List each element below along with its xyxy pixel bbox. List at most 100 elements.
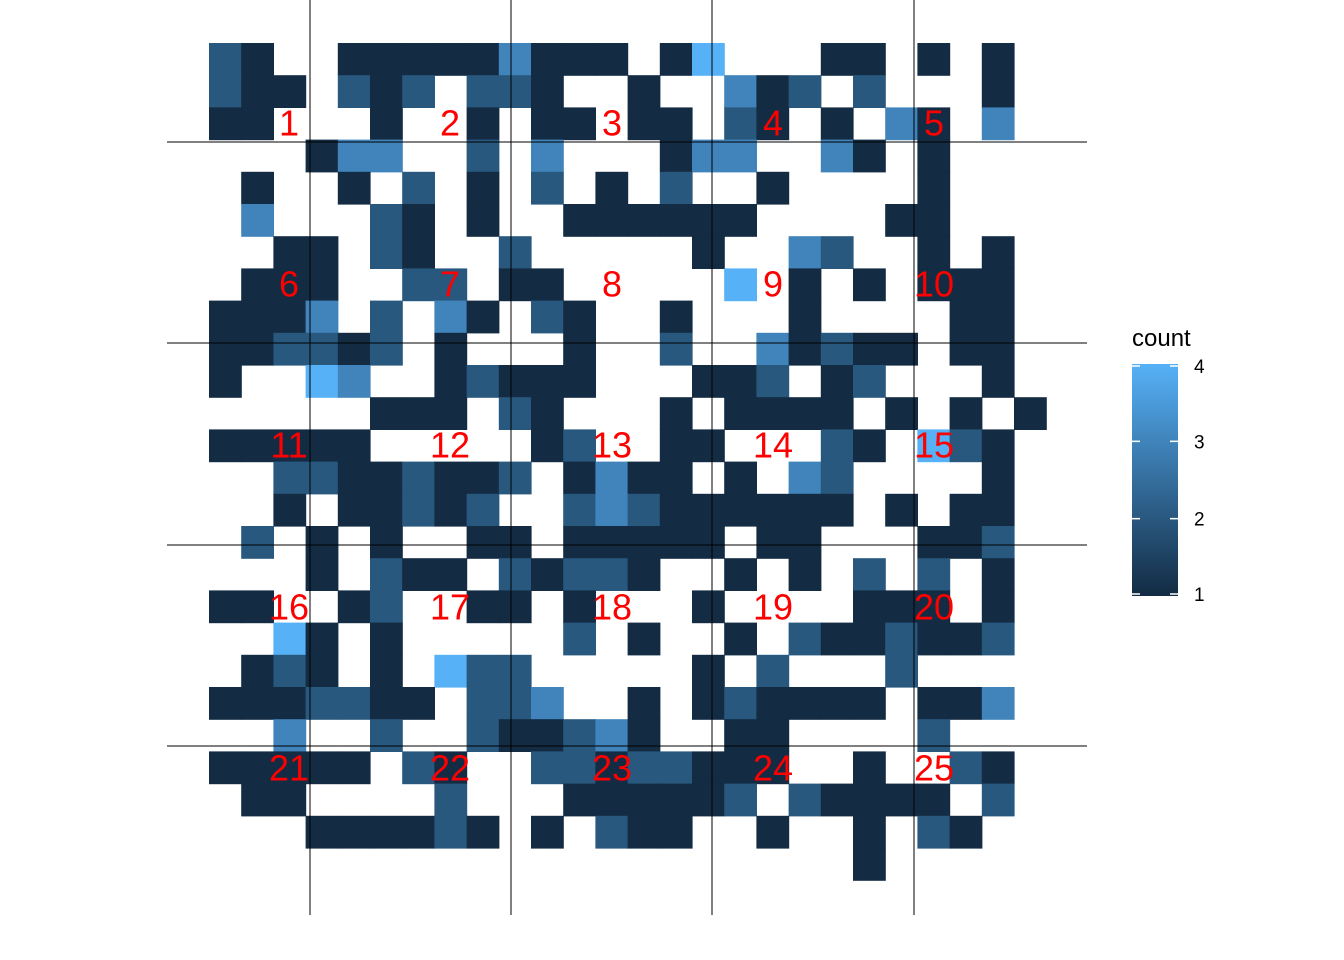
heatmap-cell xyxy=(531,107,564,141)
heatmap-cell xyxy=(981,526,1015,559)
heatmap-cell xyxy=(563,429,596,463)
heatmap-cell xyxy=(659,139,693,173)
heatmap-cell xyxy=(337,687,371,720)
heatmap-cell xyxy=(434,332,468,366)
heatmap-cell xyxy=(241,654,274,688)
heatmap-cell xyxy=(241,75,274,108)
heatmap-cell xyxy=(756,171,790,205)
heatmap-cell xyxy=(531,300,564,334)
zone-label: 16 xyxy=(269,587,309,628)
heatmap-cell xyxy=(595,751,629,785)
zone-label: 4 xyxy=(763,103,783,144)
heatmap-cell xyxy=(692,751,725,785)
heatmap-cell xyxy=(820,493,854,527)
heatmap-cell xyxy=(627,815,661,849)
heatmap-cell xyxy=(788,783,822,817)
heatmap-cell xyxy=(370,236,403,269)
heatmap-cell xyxy=(305,815,339,849)
heatmap-cell xyxy=(466,687,500,720)
heatmap-cell xyxy=(466,139,500,173)
heatmap-cell xyxy=(981,751,1015,785)
heatmap-cell xyxy=(724,719,757,752)
heatmap-cell xyxy=(595,461,629,495)
heatmap-cell xyxy=(820,365,854,398)
heatmap-cell xyxy=(370,461,403,495)
heatmap-cell xyxy=(563,365,596,398)
heatmap-cell xyxy=(756,493,790,527)
heatmap-cell xyxy=(531,365,564,398)
heatmap-cell xyxy=(402,171,435,205)
heatmap-cell xyxy=(788,300,822,334)
zone-label: 19 xyxy=(753,587,793,628)
heatmap-cell xyxy=(209,751,242,785)
heatmap-cell xyxy=(434,43,468,76)
heatmap-cell xyxy=(820,461,854,495)
heatmap-cell xyxy=(885,493,918,527)
heatmap-cell xyxy=(692,687,725,720)
zone-label: 21 xyxy=(269,748,309,789)
heatmap-cell xyxy=(595,815,629,849)
heatmap-cell xyxy=(885,107,918,141)
zone-label: 12 xyxy=(430,425,470,466)
heatmap-cell xyxy=(498,719,532,752)
heatmap-cell xyxy=(917,171,951,205)
heatmap-cell xyxy=(853,332,886,366)
heatmap-cell xyxy=(241,751,274,785)
heatmap-cell xyxy=(788,526,822,559)
heatmap-cell xyxy=(563,461,596,495)
heatmap-cell xyxy=(273,236,307,269)
heatmap-cell xyxy=(466,815,500,849)
heatmap-cell xyxy=(305,300,339,334)
heatmap-cell xyxy=(820,332,854,366)
heatmap-cell xyxy=(1014,397,1047,430)
heatmap-cell xyxy=(659,107,693,141)
heatmap-cell xyxy=(820,139,854,173)
zone-grid-lines xyxy=(167,0,1087,915)
legend-title: count xyxy=(1132,325,1191,352)
heatmap-cell xyxy=(692,365,725,398)
heatmap-cell xyxy=(981,590,1015,624)
heatmap-cell xyxy=(337,751,371,785)
heatmap-cell xyxy=(531,429,564,463)
heatmap-cell xyxy=(241,332,274,366)
heatmap-cell xyxy=(402,268,435,302)
heatmap-cell xyxy=(724,461,757,495)
heatmap-cell xyxy=(692,590,725,624)
heatmap-cell xyxy=(724,783,757,817)
heatmap-cell xyxy=(273,751,307,785)
heatmap-cell xyxy=(209,75,242,108)
heatmap-cell xyxy=(692,429,725,463)
heatmap-cell xyxy=(917,429,951,463)
heatmap-cell xyxy=(788,75,822,108)
heatmap-cell xyxy=(563,332,596,366)
heatmap-cell xyxy=(273,461,307,495)
heatmap-cell xyxy=(917,268,951,302)
heatmap-cell xyxy=(563,719,596,752)
heatmap-cell xyxy=(949,429,983,463)
zone-label: 3 xyxy=(602,103,622,144)
zone-label: 2 xyxy=(440,103,460,144)
heatmap-cell xyxy=(788,461,822,495)
heatmap-cell xyxy=(434,783,468,817)
heatmap-cell xyxy=(402,236,435,269)
heatmap-cell xyxy=(820,622,854,656)
heatmap-cell xyxy=(563,43,596,76)
heatmap-cell xyxy=(563,300,596,334)
heatmap-cell xyxy=(949,300,983,334)
heatmap-cell xyxy=(337,171,371,205)
heatmap-cell xyxy=(273,300,307,334)
heatmap-cell xyxy=(627,526,661,559)
heatmap-cell xyxy=(466,75,500,108)
heatmap-cell xyxy=(434,654,468,688)
heatmap-cell xyxy=(498,236,532,269)
heatmap-cell xyxy=(466,590,500,624)
heatmap-cell xyxy=(402,461,435,495)
heatmap-cell xyxy=(209,300,242,334)
heatmap-cell xyxy=(370,300,403,334)
heatmap-cell xyxy=(370,558,403,591)
heatmap-cell xyxy=(917,558,951,591)
heatmap-cell xyxy=(370,139,403,173)
heatmap-cell xyxy=(756,365,790,398)
heatmap-cell xyxy=(402,687,435,720)
heatmap-cell xyxy=(756,815,790,849)
